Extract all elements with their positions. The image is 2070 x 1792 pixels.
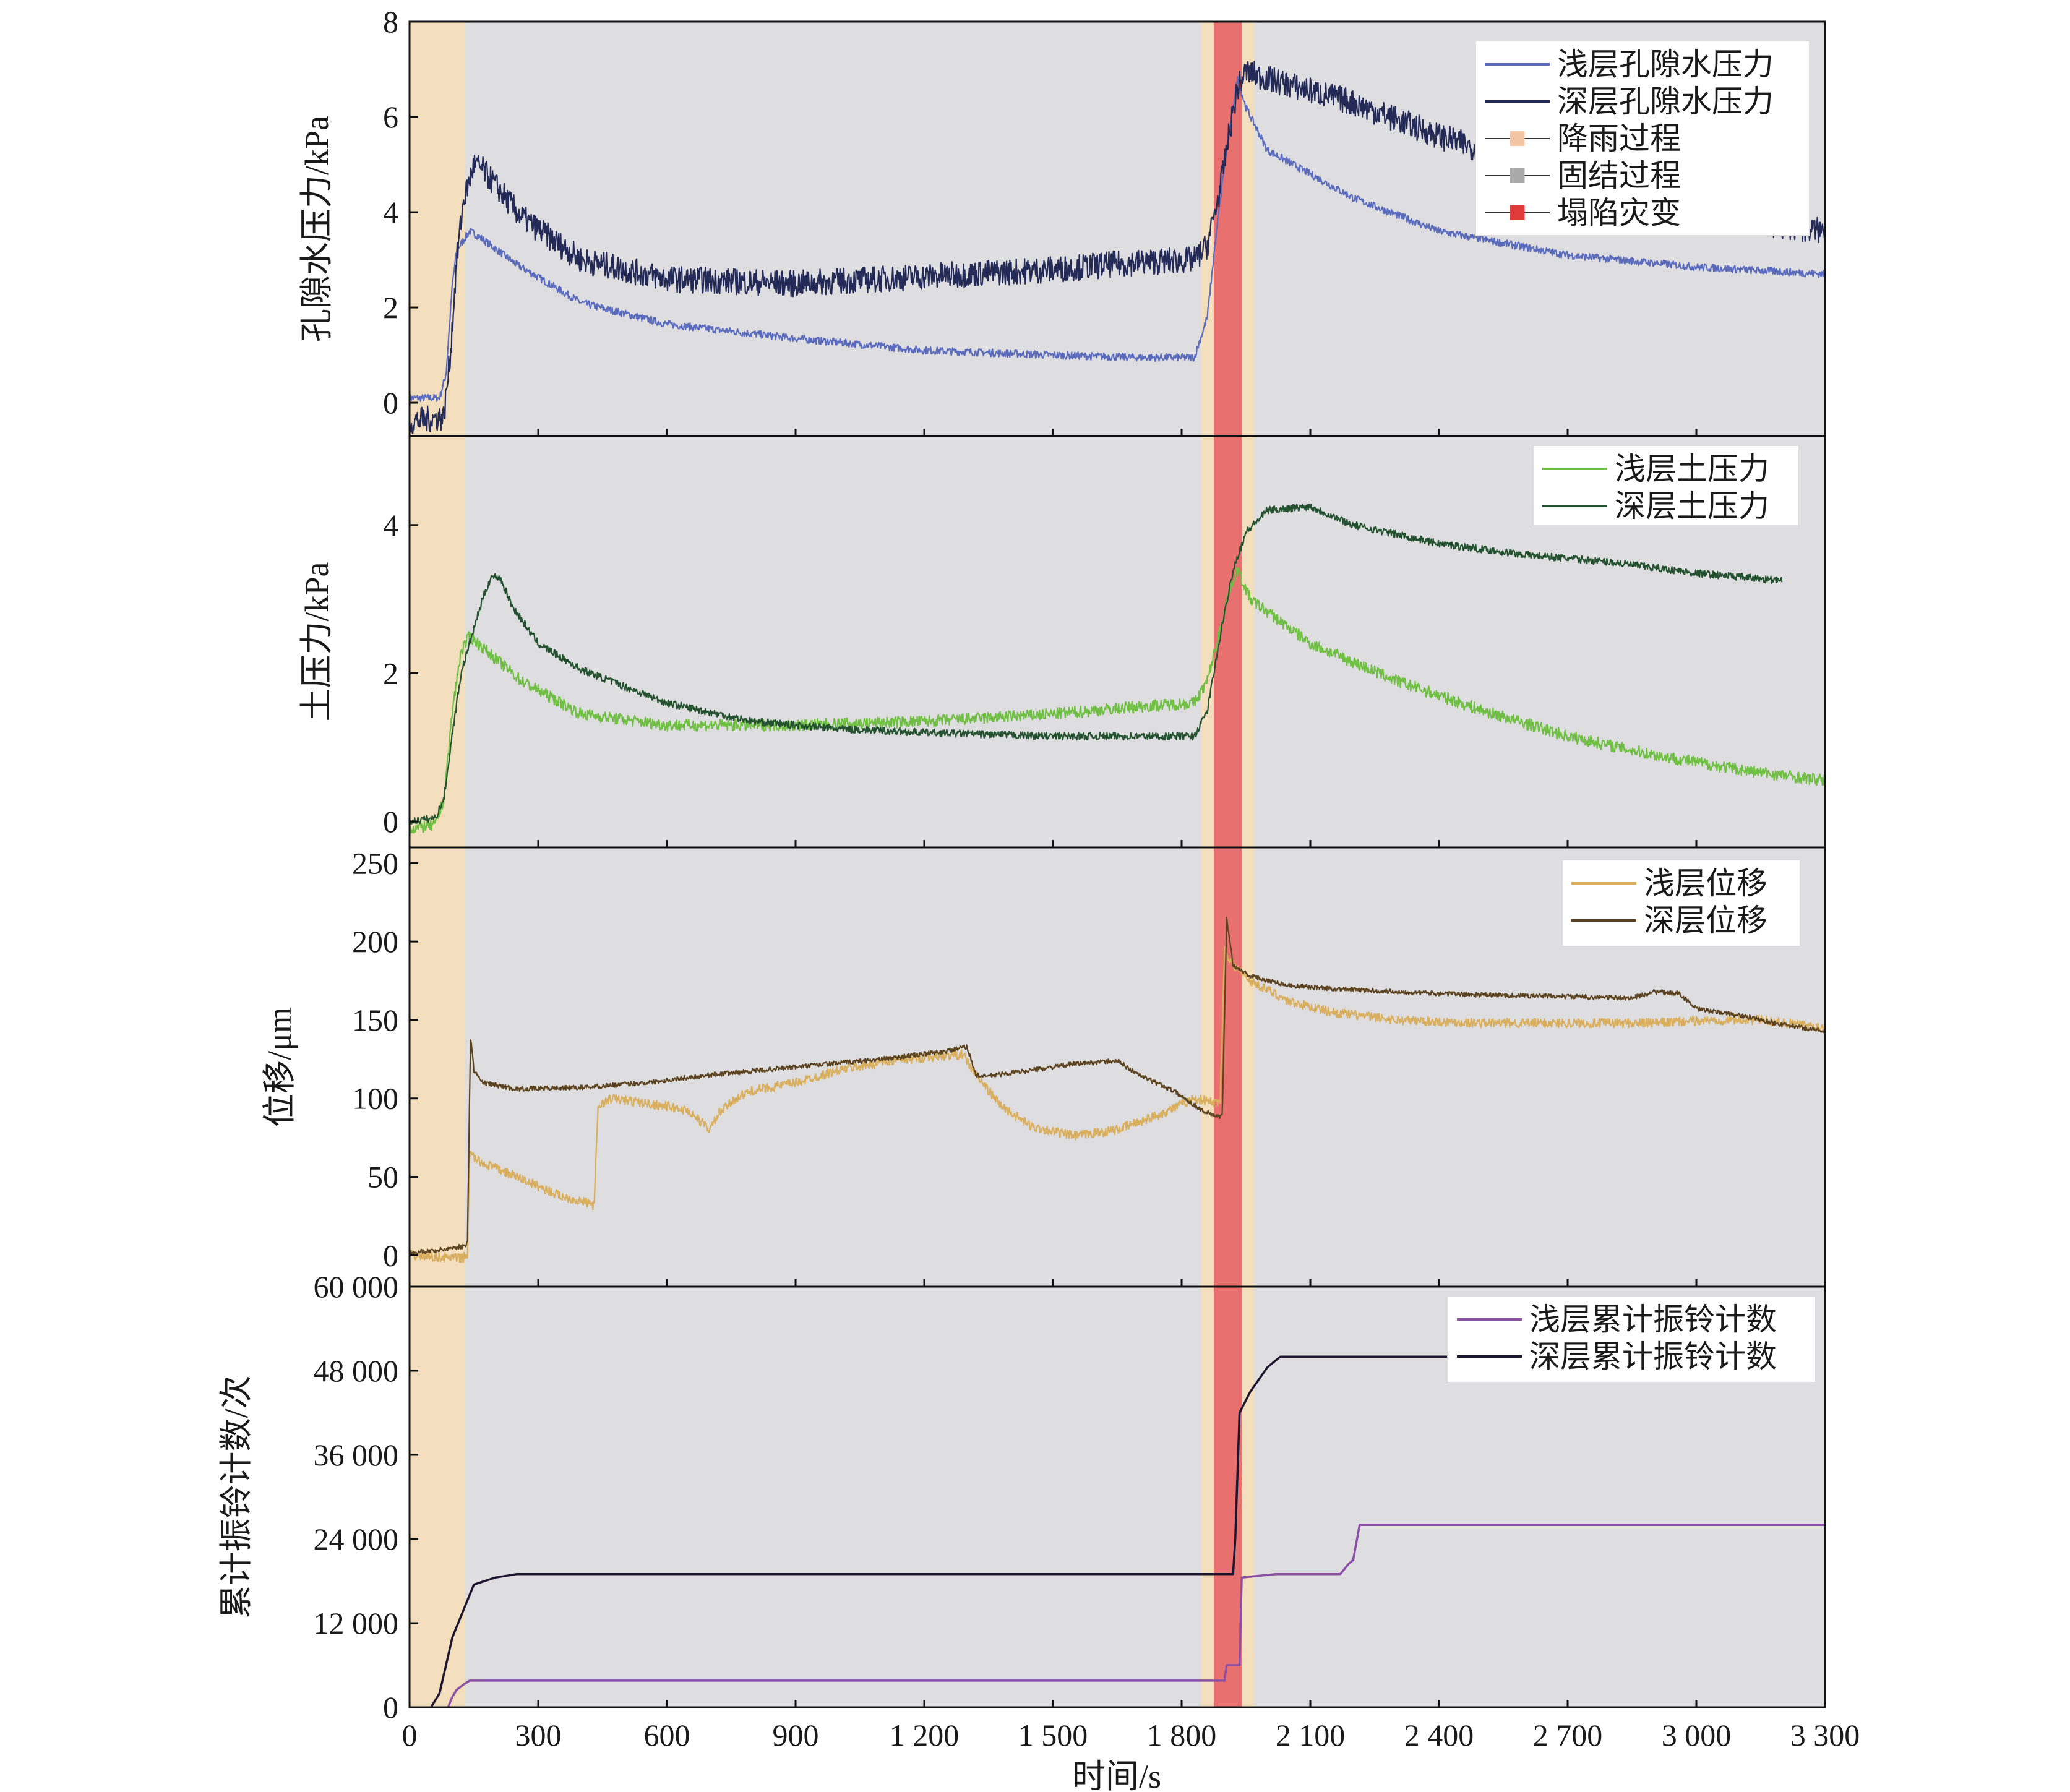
legend-label: 浅层土压力 bbox=[1615, 452, 1769, 486]
y-tick-label: 12 000 bbox=[314, 1606, 399, 1640]
x-tick-label: 3 300 bbox=[1790, 1718, 1860, 1752]
x-tick-label: 300 bbox=[515, 1718, 562, 1752]
rain-band bbox=[1201, 1287, 1214, 1707]
y-tick-label: 60 000 bbox=[314, 1269, 399, 1304]
series-line-shallow bbox=[447, 1524, 1825, 1707]
x-tick-label: 2 700 bbox=[1533, 1718, 1603, 1752]
rain-band bbox=[1242, 847, 1255, 1287]
y-tick-label: 100 bbox=[352, 1081, 398, 1116]
legend-label: 深层孔隙水压力 bbox=[1557, 84, 1774, 119]
y-tick-label: 4 bbox=[383, 195, 398, 229]
y-tick-label: 50 bbox=[367, 1160, 398, 1194]
y-tick-label: 0 bbox=[383, 1690, 398, 1725]
y-axis-label: 孔隙水压力/kPa bbox=[298, 116, 335, 342]
x-tick-label: 1 500 bbox=[1018, 1718, 1088, 1752]
plot-frame bbox=[408, 1285, 1826, 1708]
y-tick-label: 48 000 bbox=[314, 1353, 399, 1388]
collapse-band bbox=[1214, 436, 1242, 847]
legend-swatch bbox=[1510, 131, 1525, 146]
rain-band bbox=[1242, 22, 1255, 436]
x-tick-label: 0 bbox=[402, 1718, 418, 1752]
y-tick-label: 36 000 bbox=[314, 1438, 399, 1472]
legend-label: 浅层位移 bbox=[1644, 866, 1767, 901]
x-tick-label: 900 bbox=[773, 1718, 819, 1752]
rain-band bbox=[410, 1287, 466, 1707]
series-line-deep bbox=[410, 916, 1825, 1255]
y-axis-label: 累计振铃计数/次 bbox=[218, 1375, 255, 1618]
y-tick-label: 2 bbox=[383, 656, 398, 690]
collapse-band bbox=[1214, 22, 1242, 436]
y-tick-label: 6 bbox=[383, 100, 398, 134]
x-tick-label: 2 400 bbox=[1404, 1718, 1474, 1752]
legend-label: 降雨过程 bbox=[1557, 121, 1681, 156]
rain-band bbox=[1242, 1287, 1255, 1707]
x-axis-label: 时间/s bbox=[1072, 1758, 1161, 1792]
rain-band bbox=[1201, 847, 1214, 1287]
rain-band bbox=[1201, 436, 1214, 847]
legend-label: 深层土压力 bbox=[1615, 489, 1769, 523]
legend-label: 浅层孔隙水压力 bbox=[1557, 47, 1774, 82]
rain-band bbox=[1201, 22, 1214, 436]
y-tick-label: 150 bbox=[352, 1003, 398, 1037]
legend-swatch bbox=[1510, 168, 1525, 183]
y-tick-label: 0 bbox=[383, 1238, 398, 1272]
panel-ring_down: 0 12 000 24 000 36 000 48 000 60 000 0 300 600 90… bbox=[218, 1269, 1860, 1752]
x-tick-label: 3 000 bbox=[1662, 1718, 1732, 1752]
rain-band bbox=[410, 436, 466, 847]
x-tick-label: 2 100 bbox=[1276, 1718, 1346, 1752]
y-tick-label: 0 bbox=[383, 804, 398, 839]
x-tick-label: 1 200 bbox=[890, 1718, 960, 1752]
x-tick-label: 1 800 bbox=[1147, 1718, 1217, 1752]
y-axis-label: 土压力/kPa bbox=[298, 562, 335, 721]
y-tick-label: 0 bbox=[383, 385, 398, 420]
series-line-shallow bbox=[410, 946, 1825, 1263]
rain-band bbox=[1242, 436, 1255, 847]
y-tick-label: 24 000 bbox=[314, 1522, 399, 1556]
x-tick-label: 600 bbox=[644, 1718, 690, 1752]
rain-band bbox=[410, 847, 466, 1287]
series-line-deep bbox=[410, 504, 1783, 825]
series-line-shallow bbox=[410, 76, 1825, 402]
series-line-deep bbox=[430, 1355, 1474, 1707]
legend-label: 深层位移 bbox=[1644, 903, 1767, 938]
y-tick-label: 2 bbox=[383, 290, 398, 325]
collapse-band bbox=[1214, 847, 1242, 1287]
legend-label: 固结过程 bbox=[1557, 158, 1681, 193]
y-tick-label: 250 bbox=[352, 846, 398, 880]
legend-label: 深层累计振铃计数 bbox=[1529, 1339, 1777, 1374]
legend-label: 浅层累计振铃计数 bbox=[1529, 1302, 1777, 1337]
y-tick-label: 4 bbox=[383, 508, 398, 542]
y-tick-label: 200 bbox=[352, 924, 398, 959]
series-line-shallow bbox=[410, 567, 1825, 834]
y-tick-label: 8 bbox=[383, 4, 398, 39]
y-axis-label: 位移/μm bbox=[261, 1007, 298, 1127]
legend-swatch bbox=[1510, 205, 1525, 220]
legend-label: 塌陷灾变 bbox=[1557, 195, 1681, 230]
rain-band bbox=[410, 22, 466, 436]
